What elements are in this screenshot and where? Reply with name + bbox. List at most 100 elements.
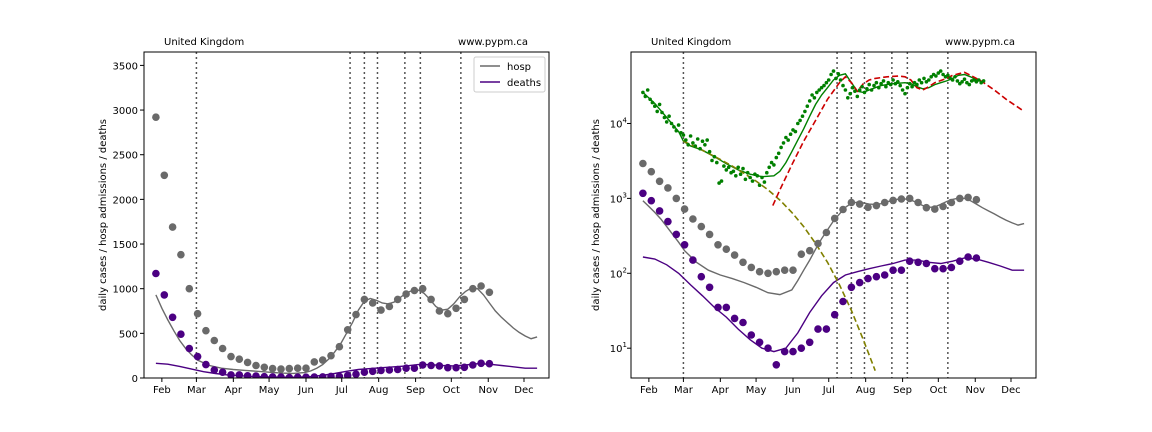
right-hosp-point — [822, 228, 831, 237]
right-cases-point — [774, 155, 779, 160]
left-y-axis-label: daily cases / hosp admissions / deaths — [98, 119, 109, 311]
right-deaths-point — [880, 271, 889, 279]
left-x-tick-label: Jun — [297, 385, 314, 396]
left-x-tick-label: Nov — [478, 385, 498, 396]
right-x-tick-label: May — [746, 385, 767, 396]
right-cases-point — [781, 141, 786, 145]
right-cases-point — [688, 134, 693, 138]
left-hosp-point — [202, 326, 210, 335]
left-hosp-point — [310, 358, 319, 366]
right-data-points — [639, 69, 986, 369]
right-cases-point — [779, 145, 783, 150]
right-hosp-point — [839, 205, 847, 214]
right-hosp-point — [689, 215, 697, 223]
right-cases-point — [884, 84, 888, 89]
right-cases-point — [922, 76, 926, 81]
left-y-tick-label: 3000 — [113, 106, 138, 117]
right-cases-point — [855, 94, 860, 99]
right-cases-point — [907, 81, 912, 86]
left-hosp-point — [177, 250, 185, 259]
right-hosp-point — [789, 266, 797, 275]
right-region-label: United Kingdom — [651, 37, 731, 48]
right-cases-point — [722, 164, 726, 168]
right-hosp-point — [755, 267, 764, 276]
left-hosp-point — [268, 364, 277, 373]
left-region-label: United Kingdom — [164, 37, 244, 48]
left-hosp-point — [160, 171, 169, 180]
right-hosp-point — [872, 201, 881, 210]
left-deaths-point — [402, 364, 410, 373]
left-deaths-point — [360, 368, 369, 377]
left-deaths-point — [260, 372, 269, 378]
right-hosp-point — [864, 203, 872, 212]
left-hosp-point — [277, 365, 285, 373]
left-deaths-point — [377, 366, 385, 375]
right-cases-point — [831, 69, 836, 73]
right-cases-point — [767, 165, 771, 170]
right-cases-point — [900, 88, 905, 92]
right-cases-point — [700, 139, 705, 143]
right-deaths-point — [714, 303, 722, 312]
left-hosp-point — [377, 306, 385, 314]
right-cases-point — [772, 163, 776, 167]
left-hosp-point — [410, 286, 419, 295]
left-hosp-point — [460, 295, 469, 304]
left-hosp-point — [335, 342, 344, 351]
right-cases-point — [745, 170, 750, 175]
right-cases-point — [981, 79, 986, 83]
right-cases-point — [672, 125, 676, 129]
right-deaths-point — [789, 347, 797, 356]
left-hosp-point — [418, 284, 427, 293]
right-hosp-point — [855, 200, 864, 208]
left-y-tick-label: 1000 — [113, 285, 138, 296]
right-hosp-point — [897, 195, 906, 203]
right-cases-point — [953, 75, 957, 79]
left-x-tick-label: Oct — [443, 385, 460, 396]
right-cases-point — [841, 83, 845, 88]
left-deaths-point — [460, 363, 469, 372]
right-deaths-point — [739, 318, 747, 327]
left-hosp-point — [393, 295, 402, 304]
right-source-label: www.pypm.ca — [945, 37, 1015, 48]
left-hosp-point — [260, 363, 269, 372]
right-cases-point — [812, 96, 817, 100]
right-hosp-point — [772, 267, 781, 276]
left-chart: Feb Mar Apr May Jun Jul Aug Sep Oct Nov Dec 0 500 10… — [98, 37, 550, 396]
right-model-dashed-line — [772, 71, 1025, 206]
left-deaths-point — [268, 373, 277, 378]
right-deaths-point — [680, 241, 689, 249]
right-y-tick-label: 101 — [610, 341, 627, 355]
right-cases-point — [934, 74, 938, 78]
right-cases-point — [643, 94, 648, 99]
right-cases-point — [879, 81, 883, 86]
right-cases-point — [896, 80, 900, 84]
right-cases-point — [679, 131, 683, 135]
right-cases-point — [757, 183, 762, 187]
left-deaths-point — [193, 352, 202, 361]
right-cases-point — [710, 158, 714, 163]
right-deaths-point — [905, 257, 914, 266]
right-hosp-point — [639, 159, 647, 168]
right-cases-point — [834, 76, 838, 81]
left-y-tick-label: 1500 — [113, 240, 138, 251]
right-y-axis-label: daily cases / hosp admissions / deaths — [591, 119, 602, 311]
right-hosp-point — [697, 222, 706, 231]
legend: hosp deaths — [473, 56, 546, 93]
right-cases-point — [738, 172, 743, 176]
left-hosp-point — [343, 326, 352, 334]
right-cases-point — [653, 104, 657, 108]
right-deaths-point — [889, 266, 897, 275]
left-hosp-point — [327, 351, 335, 360]
right-y-tick-label: 103 — [610, 191, 627, 205]
right-cases-point — [950, 78, 955, 82]
right-hosp-point — [947, 198, 956, 207]
left-hosp-point — [285, 364, 294, 373]
right-deaths-point — [647, 196, 656, 205]
right-cases-point — [857, 88, 862, 92]
right-deaths-point — [780, 347, 789, 356]
left-deaths-point — [427, 361, 435, 370]
left-deaths-point — [302, 373, 310, 378]
left-x-tick-label: Jul — [335, 385, 348, 396]
right-cases-point — [826, 78, 831, 82]
right-cases-point — [715, 160, 719, 165]
